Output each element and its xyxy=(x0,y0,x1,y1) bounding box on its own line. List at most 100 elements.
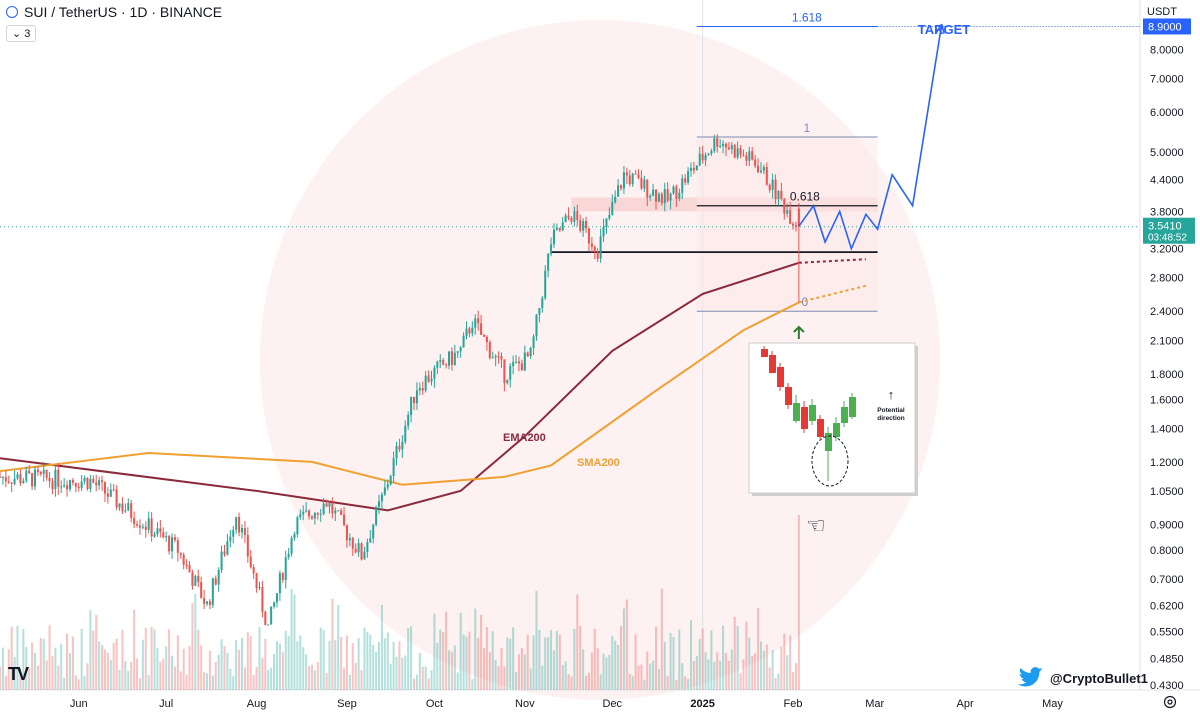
candle-body xyxy=(270,606,273,625)
fib-label: 1 xyxy=(803,121,810,135)
volume-bar xyxy=(657,668,660,690)
volume-bar xyxy=(412,678,416,690)
volume-bar xyxy=(418,653,421,690)
candle-body xyxy=(701,153,704,161)
candle-body xyxy=(363,551,366,560)
symbol-status-icon xyxy=(6,6,18,18)
price-tick-label: 3.8000 xyxy=(1150,206,1184,218)
indicator-toggle[interactable]: ⌄ 3 xyxy=(6,25,37,42)
volume-bar xyxy=(369,634,372,690)
candle-body xyxy=(392,458,395,476)
candle-body xyxy=(171,537,174,552)
candle-body xyxy=(351,538,354,549)
inset-candle-body xyxy=(761,349,768,357)
time-tick-label: Apr xyxy=(957,698,974,710)
candle-body xyxy=(713,138,716,151)
price-tick-label: 1.8000 xyxy=(1150,369,1184,381)
candle-body xyxy=(625,172,628,176)
currency-label[interactable]: USDT xyxy=(1147,6,1177,18)
volume-bar xyxy=(649,663,652,690)
settings-icon[interactable] xyxy=(1163,695,1177,709)
volume-bar xyxy=(792,672,795,690)
price-tick-label: 4.4000 xyxy=(1150,175,1184,187)
volume-bar xyxy=(68,653,71,690)
candle-body xyxy=(156,528,159,535)
candle-body xyxy=(614,196,617,203)
volume-bar xyxy=(246,632,249,690)
candle-body xyxy=(287,553,290,558)
volume-bar xyxy=(535,590,538,690)
volume-bar xyxy=(101,645,104,690)
candle-body xyxy=(404,425,407,442)
volume-bar xyxy=(780,646,783,690)
candle-body xyxy=(188,564,191,573)
candle-body xyxy=(526,352,529,357)
volume-bar xyxy=(290,589,293,690)
volume-bar xyxy=(555,630,558,690)
volume-bar xyxy=(51,655,54,690)
candle-body xyxy=(547,253,550,271)
candle-body xyxy=(267,624,270,626)
volume-bar xyxy=(95,614,98,690)
volume-bar xyxy=(762,650,765,690)
volume-bar xyxy=(620,625,623,690)
volume-bar xyxy=(517,654,520,690)
candle-body xyxy=(118,503,121,508)
candle-body xyxy=(386,484,389,488)
volume-bar xyxy=(83,675,86,690)
candle-body xyxy=(57,469,60,487)
volume-bar xyxy=(319,627,322,690)
candle-body xyxy=(60,486,63,488)
candle-body xyxy=(733,145,736,158)
candle-body xyxy=(0,476,2,478)
candle-body xyxy=(223,551,226,555)
candle-body xyxy=(450,351,453,365)
candle-body xyxy=(337,510,340,512)
volume-bar xyxy=(727,660,730,690)
volume-bar xyxy=(136,658,139,690)
volume-bar xyxy=(477,637,480,690)
current-price-label: 3.5410 xyxy=(1148,221,1182,233)
volume-bar xyxy=(33,652,37,690)
volume-bar xyxy=(794,662,797,690)
candle-body xyxy=(640,178,643,189)
volume-bar xyxy=(267,669,270,690)
candle-body xyxy=(281,573,284,580)
volume-bar xyxy=(550,630,553,690)
candle-body xyxy=(652,189,655,196)
volume-bar xyxy=(386,632,389,690)
candle-body xyxy=(1,476,4,478)
candle-body xyxy=(66,484,69,490)
volume-bar xyxy=(118,669,121,690)
candle-body xyxy=(10,482,13,484)
volume-bar xyxy=(10,626,13,690)
price-axis-bg xyxy=(1140,0,1200,715)
volume-bar xyxy=(675,679,678,690)
candle-body xyxy=(424,375,427,391)
candle-body xyxy=(628,175,631,185)
volume-bar xyxy=(579,625,582,690)
candle-body xyxy=(771,179,774,190)
volume-bar xyxy=(334,640,337,690)
candle-body xyxy=(235,516,238,530)
volume-bar xyxy=(759,641,762,690)
projection-path xyxy=(798,23,943,252)
volume-bar xyxy=(255,666,258,690)
time-tick-label: Dec xyxy=(602,698,622,710)
candle-body xyxy=(182,554,185,565)
inset-candle-body xyxy=(817,419,824,437)
candle-body xyxy=(698,153,701,166)
candle-body xyxy=(794,225,797,228)
candle-body xyxy=(133,518,136,525)
volume-bar xyxy=(439,629,442,690)
candle-body xyxy=(739,148,742,155)
candle-body xyxy=(757,165,760,173)
candle-body xyxy=(31,473,34,487)
volume-bar xyxy=(602,653,605,690)
candle-body xyxy=(127,503,130,511)
candle-body xyxy=(395,445,398,459)
volume-bar xyxy=(474,608,477,690)
candle-body xyxy=(637,174,640,179)
candle-body xyxy=(736,148,739,158)
